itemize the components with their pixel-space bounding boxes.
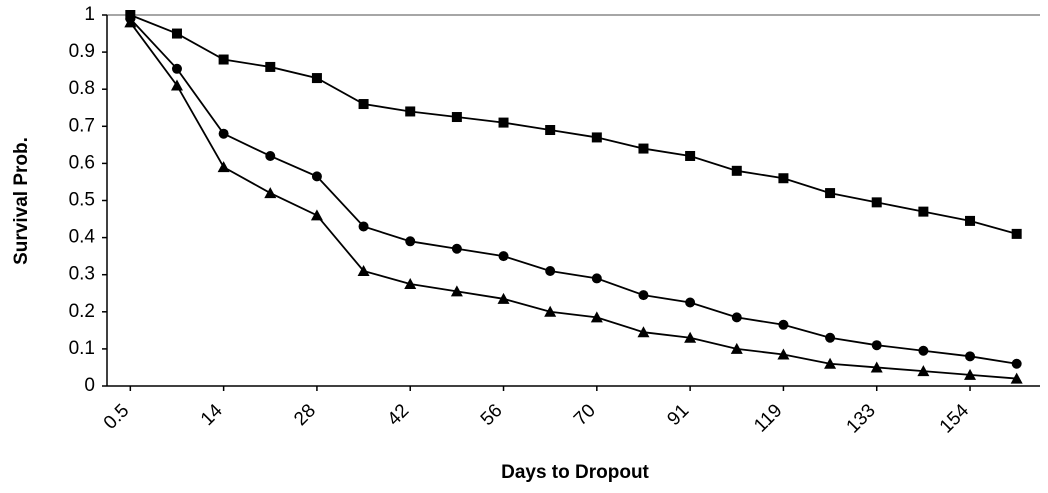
marker: [638, 143, 649, 154]
marker: [965, 215, 976, 226]
marker: [170, 79, 183, 91]
x-tick-label: 70: [570, 400, 600, 430]
marker: [731, 165, 742, 176]
marker: [544, 305, 557, 317]
x-tick-label: 42: [384, 400, 414, 430]
marker: [870, 361, 883, 373]
marker: [1011, 358, 1022, 369]
marker: [497, 292, 510, 304]
y-tick-label: 0.9: [69, 41, 95, 62]
marker: [965, 351, 976, 362]
marker: [218, 54, 229, 65]
marker: [778, 173, 789, 184]
marker: [405, 236, 416, 247]
marker: [264, 187, 277, 199]
marker: [825, 188, 836, 199]
x-tick-label: 0.5: [100, 400, 134, 434]
marker: [450, 285, 463, 297]
marker: [405, 106, 416, 117]
x-tick-label: 119: [750, 400, 786, 436]
y-tick-label: 0.8: [69, 78, 95, 99]
marker: [778, 319, 789, 330]
x-tick-label: 28: [290, 400, 320, 430]
marker: [685, 150, 696, 161]
marker: [498, 117, 509, 128]
y-tick-label: 0.3: [69, 264, 95, 285]
marker: [638, 290, 649, 301]
marker: [825, 332, 836, 343]
marker: [871, 340, 882, 351]
marker: [591, 132, 602, 143]
series-line: [129, 18, 1017, 365]
marker: [218, 128, 229, 139]
marker: [358, 99, 369, 110]
y-tick-label: 1: [84, 4, 95, 25]
marker: [918, 206, 929, 217]
y-tick-label: 0.5: [69, 190, 95, 211]
marker: [591, 273, 602, 284]
marker: [171, 28, 182, 39]
marker: [684, 331, 697, 343]
marker: [871, 197, 882, 208]
x-axis-title: Days to Dropout: [501, 462, 649, 483]
marker: [730, 342, 743, 354]
x-tick-label: 14: [197, 400, 227, 430]
marker: [545, 265, 556, 276]
marker: [777, 348, 790, 360]
marker: [731, 312, 742, 323]
marker: [404, 277, 417, 289]
marker: [451, 243, 462, 254]
x-tick-label: 154: [936, 400, 974, 438]
y-tick-label: 0.1: [69, 338, 95, 359]
marker: [498, 251, 509, 262]
marker: [311, 171, 322, 182]
marker: [124, 16, 137, 28]
marker: [451, 112, 462, 123]
x-tick-label: 133: [843, 400, 880, 437]
x-tick-label: 56: [477, 400, 507, 430]
marker: [964, 368, 977, 380]
marker: [1011, 228, 1022, 239]
y-tick-label: 0.4: [69, 227, 96, 248]
marker: [217, 161, 230, 173]
y-axis-title: Survival Prob.: [11, 137, 32, 265]
marker: [310, 209, 323, 221]
marker: [311, 73, 322, 84]
marker: [637, 326, 650, 338]
marker: [824, 357, 837, 369]
y-tick-label: 0.7: [69, 115, 95, 136]
marker: [265, 150, 276, 161]
marker: [357, 264, 370, 276]
marker: [590, 311, 603, 323]
y-tick-label: 0.2: [69, 301, 95, 322]
marker: [265, 61, 276, 72]
series-line: [129, 14, 1017, 235]
marker: [171, 63, 182, 74]
x-tick-label: 91: [663, 400, 693, 430]
marker: [1010, 372, 1023, 384]
marker: [545, 125, 556, 136]
y-tick-label: 0: [84, 375, 95, 396]
marker: [917, 365, 930, 377]
series-line: [129, 21, 1017, 380]
marker: [358, 221, 369, 232]
y-tick-label: 0.6: [69, 152, 95, 173]
marker: [685, 297, 696, 308]
marker: [918, 345, 929, 356]
